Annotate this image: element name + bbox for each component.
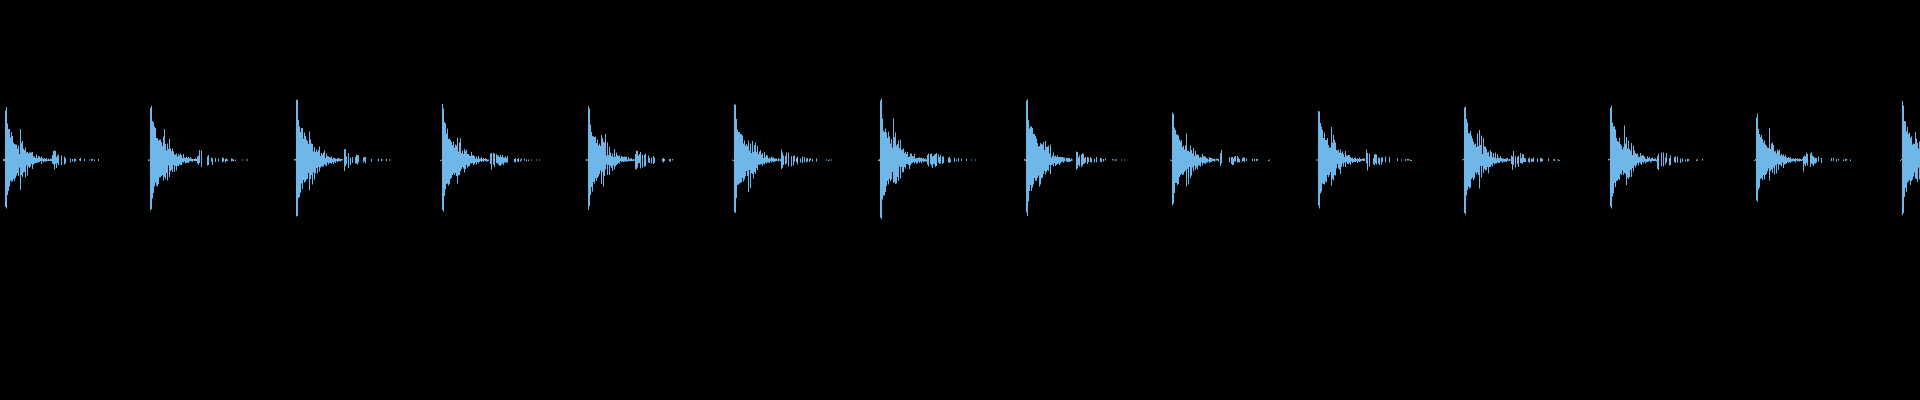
waveform-bursts <box>3 98 1920 219</box>
